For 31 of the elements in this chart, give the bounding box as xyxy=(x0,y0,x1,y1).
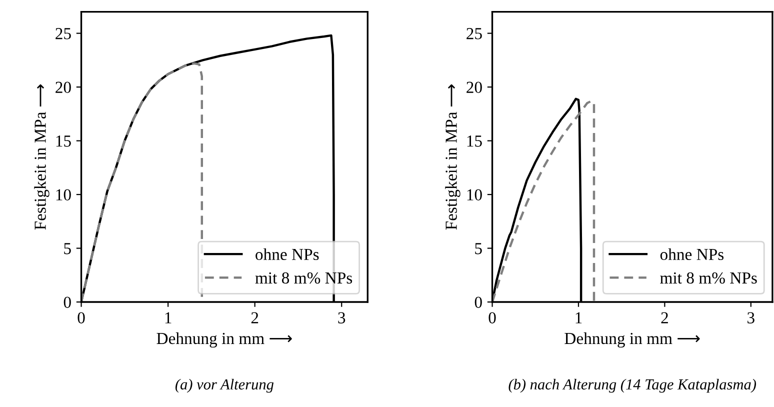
legend-label: ohne NPs xyxy=(256,248,319,260)
x-tick-label: 0 xyxy=(488,312,496,324)
x-tick-label: 2 xyxy=(661,312,668,324)
y-tick-label: 15 xyxy=(56,136,71,147)
y-axis-title: Festigkeit in MPa ⟶ xyxy=(34,84,50,230)
y-tick-label: 25 xyxy=(466,28,482,40)
y-tick-label: 5 xyxy=(475,243,482,254)
x-tick-label: 2 xyxy=(251,312,258,324)
x-tick-label: 1 xyxy=(576,312,582,324)
x-tick-label: 0 xyxy=(78,312,85,324)
y-tick-label: 15 xyxy=(467,136,482,147)
line-series xyxy=(81,62,204,302)
legend-label: mit 8 m% NPs xyxy=(255,272,352,284)
x-axis-title: Dehnung in mm ⟶ xyxy=(156,332,292,348)
y-tick-label: 0 xyxy=(474,296,482,308)
y-tick-label: 10 xyxy=(56,189,71,200)
legend-label: mit 8 m% NPs xyxy=(660,272,757,284)
text: (a) vor Alterung xyxy=(175,378,274,393)
y-tick-label: 0 xyxy=(64,296,71,308)
x-tick-label: 3 xyxy=(748,312,754,324)
y-tick-label: 5 xyxy=(64,243,71,254)
x-axis-title: Dehnung in mm ⟶ xyxy=(564,332,700,348)
legend-label: ohne NPs xyxy=(660,248,724,260)
y-tick-label: 10 xyxy=(467,189,482,200)
text: (b) nach Alterung (14 Tage Kataplasma) xyxy=(508,378,756,393)
x-tick-label: 3 xyxy=(338,312,346,324)
y-axis-title: Festigkeit in MPa ⟶ xyxy=(445,84,460,230)
y-tick-label: 25 xyxy=(56,28,71,40)
y-tick-label: 20 xyxy=(466,82,482,93)
x-tick-label: 1 xyxy=(165,312,172,324)
y-tick-label: 20 xyxy=(56,82,71,93)
